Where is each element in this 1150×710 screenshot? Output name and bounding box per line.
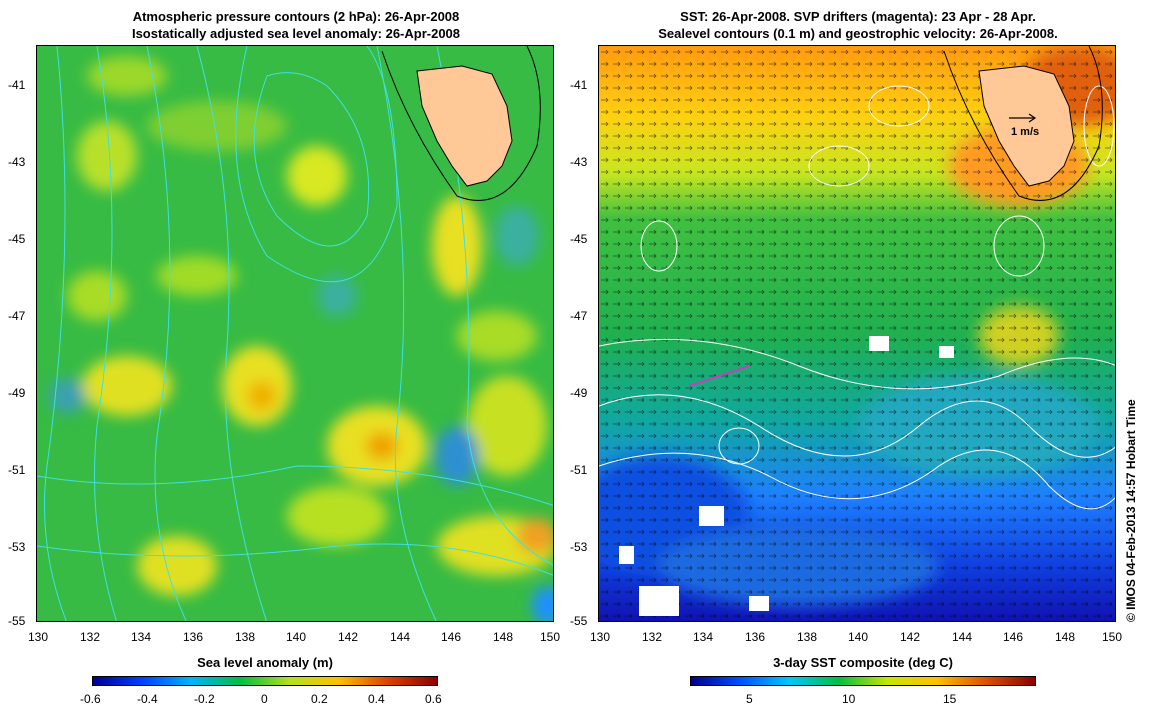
lat-tick: -53 [570, 540, 588, 554]
lon-tick: 132 [642, 630, 663, 644]
lon-tick: 134 [693, 630, 714, 644]
left-title-line2: Isostatically adjusted sea level anomaly… [131, 26, 461, 41]
sst-cloud-mask [619, 336, 954, 616]
lon-tick: 136 [745, 630, 766, 644]
lon-tick: 148 [1055, 630, 1076, 644]
lat-tick: -43 [8, 155, 26, 169]
lon-tick: 144 [390, 630, 411, 644]
lon-tick: 144 [952, 630, 973, 644]
lat-tick: -45 [570, 232, 588, 246]
lon-tick: 140 [848, 630, 869, 644]
anomaly-field [49, 56, 553, 621]
colorbar-tick: 15 [943, 692, 957, 706]
lon-tick: 150 [540, 630, 561, 644]
lon-tick: 146 [441, 630, 462, 644]
right-title-line1: SST: 26-Apr-2008. SVP drifters (magenta)… [680, 9, 1036, 24]
lat-tick: -45 [8, 232, 26, 246]
colorbar-tick: 10 [842, 692, 856, 706]
colorbar-tick: -0.6 [80, 692, 101, 706]
lat-tick: -55 [8, 614, 26, 628]
velocity-scale-arrow [1009, 113, 1037, 123]
colorbar-tick: 0.2 [311, 692, 328, 706]
left-title-line1: Atmospheric pressure contours (2 hPa): 2… [132, 9, 460, 24]
right-title: SST: 26-Apr-2008. SVP drifters (magenta)… [598, 8, 1118, 42]
lat-tick: -55 [570, 614, 588, 628]
colorbar-tick: 0 [261, 692, 268, 706]
lon-tick: 150 [1102, 630, 1123, 644]
lat-tick: -41 [570, 78, 588, 92]
sealevel-contours [599, 85, 1115, 510]
lon-tick: 138 [797, 630, 818, 644]
lon-tick: 134 [131, 630, 152, 644]
lon-tick: 146 [1003, 630, 1024, 644]
lat-tick: -53 [8, 540, 26, 554]
left-colorbar-label: Sea level anomaly (m) [197, 655, 333, 670]
lat-tick: -47 [8, 309, 26, 323]
right-colorbar-label: 3-day SST composite (deg C) [773, 655, 953, 670]
tasmania-landmass [978, 65, 1075, 187]
lon-tick: 136 [183, 630, 204, 644]
lon-tick: 142 [900, 630, 921, 644]
lon-tick: 148 [493, 630, 514, 644]
sst-map: 1 m/s [598, 45, 1116, 622]
colorbar-tick: -0.2 [194, 692, 215, 706]
sea-level-colorbar [92, 676, 438, 686]
lat-tick: -49 [8, 386, 26, 400]
svp-drifter-track [688, 365, 750, 387]
right-title-line2: Sealevel contours (0.1 m) and geostrophi… [658, 26, 1058, 41]
credit-text: © IMOS 04-Feb-2013 14:57 Hobart Time [1124, 399, 1138, 622]
velocity-scale-label: 1 m/s [1011, 126, 1040, 138]
lat-tick: -51 [570, 463, 588, 477]
left-title: Atmospheric pressure contours (2 hPa): 2… [36, 8, 556, 42]
lat-tick: -51 [8, 463, 26, 477]
lon-tick: 130 [590, 630, 611, 644]
lat-tick: -47 [570, 309, 588, 323]
lon-tick: 140 [286, 630, 307, 644]
lat-tick: -41 [8, 78, 26, 92]
colorbar-tick: 5 [746, 692, 753, 706]
tasmania-landmass [416, 65, 513, 187]
sst-colorbar [690, 676, 1036, 686]
lon-tick: 142 [338, 630, 359, 644]
colorbar-tick: 0.4 [368, 692, 385, 706]
sea-level-anomaly-map [36, 45, 554, 622]
lon-tick: 132 [80, 630, 101, 644]
lon-tick: 138 [235, 630, 256, 644]
lat-tick: -49 [570, 386, 588, 400]
colorbar-tick: -0.4 [137, 692, 158, 706]
lon-tick: 130 [28, 630, 49, 644]
lat-tick: -43 [570, 155, 588, 169]
colorbar-tick: 0.6 [425, 692, 442, 706]
